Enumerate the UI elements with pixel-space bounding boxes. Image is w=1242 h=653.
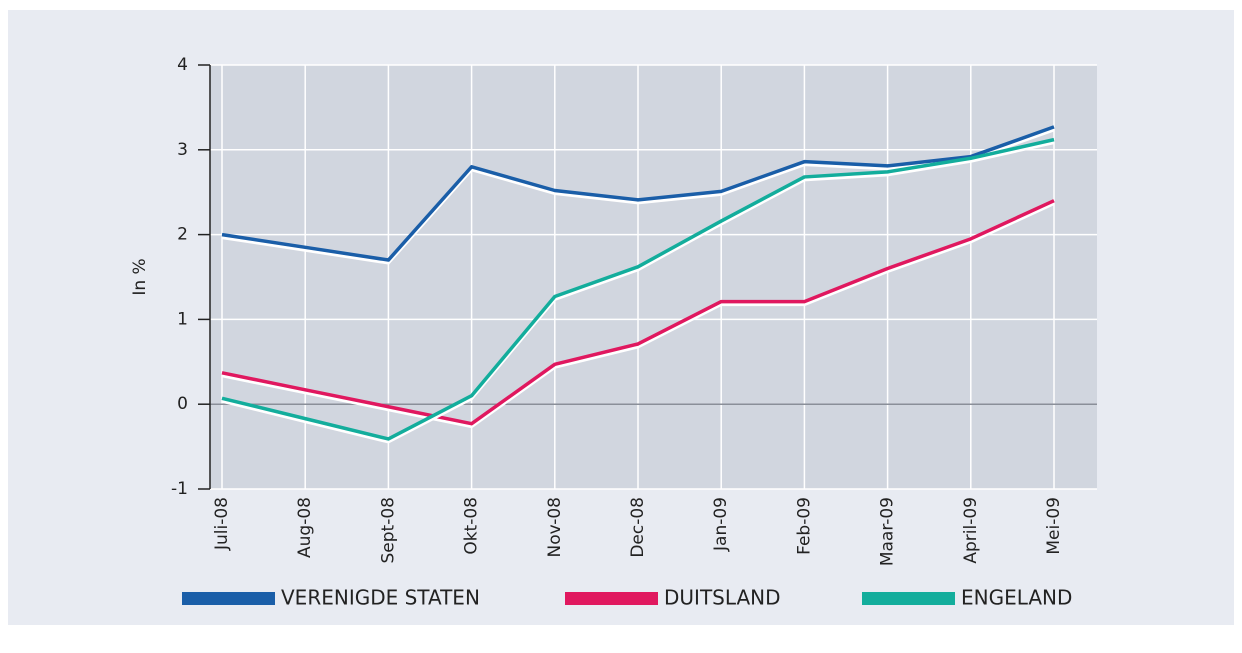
- series-line: [221, 137, 1055, 441]
- x-tick-label: April-09: [961, 497, 981, 564]
- legend-swatch: [182, 592, 275, 605]
- legend-label: VERENIGDE STATEN: [281, 586, 480, 610]
- plot-area: [210, 65, 1097, 489]
- line-shadow: [221, 141, 1055, 444]
- x-tick-label: Aug-08: [295, 497, 315, 558]
- x-tick-label: Maar-09: [878, 497, 898, 566]
- legend-label: ENGELAND: [961, 586, 1072, 610]
- x-tick-label: Dec-08: [628, 497, 648, 558]
- y-tick-label: 2: [177, 225, 188, 245]
- x-tick-label: Nov-08: [545, 497, 565, 558]
- y-tick-label: 0: [177, 394, 188, 414]
- y-axis-label: In %: [130, 258, 150, 295]
- x-tick-label: Okt-08: [462, 497, 482, 555]
- x-tick-label: Sept-08: [378, 497, 398, 563]
- legend-swatch: [862, 592, 955, 605]
- line-shadow: [221, 202, 1055, 429]
- y-tick-label: 1: [177, 309, 188, 329]
- y-tick-label: 4: [177, 55, 188, 75]
- y-tick-label: 3: [177, 140, 188, 160]
- legend-swatch: [565, 592, 658, 605]
- x-tick-label: Mei-09: [1044, 497, 1064, 555]
- y-tick-label: -1: [171, 479, 188, 499]
- x-tick-label: Feb-09: [794, 497, 814, 555]
- legend-label: DUITSLAND: [664, 586, 781, 610]
- x-tick-label: Jan-09: [711, 497, 731, 552]
- x-tick-label: Juli-08: [212, 497, 232, 551]
- series-line: [221, 199, 1055, 426]
- series-line: [221, 125, 1055, 262]
